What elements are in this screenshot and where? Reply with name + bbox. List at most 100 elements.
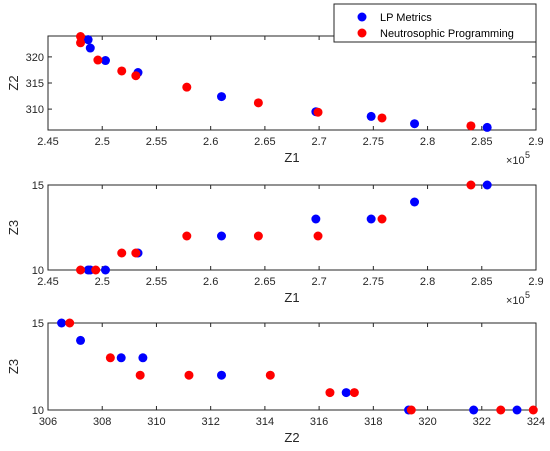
legend-label-lp-metrics: LP Metrics (380, 12, 432, 24)
x-tick-label: 2.45 (37, 276, 58, 288)
plot-area (47, 322, 537, 411)
data-point (76, 265, 86, 275)
x-tick-label: 2.7 (311, 136, 326, 148)
x-tick-label: 2.6 (203, 136, 218, 148)
x-exponent-label: ×10 (506, 295, 525, 307)
y-axis-label: Z2 (6, 75, 21, 90)
y-tick-label: 315 (26, 78, 44, 90)
plot-area (47, 35, 537, 131)
series-lp-metrics (57, 318, 522, 415)
x-tick-label: 310 (147, 416, 165, 428)
series-neutrosophic-programming (65, 318, 538, 415)
data-point (366, 214, 376, 224)
data-point (528, 405, 538, 415)
y-axis-label: Z3 (6, 220, 21, 235)
data-point (406, 405, 416, 415)
data-point (469, 405, 479, 415)
x-exponent-power: 5 (525, 150, 530, 160)
y-tick-label: 15 (32, 180, 44, 192)
data-point (182, 231, 192, 241)
data-point (482, 180, 492, 190)
series-neutrosophic-programming (76, 180, 476, 275)
data-point (313, 231, 323, 241)
y-tick-label: 10 (32, 265, 44, 277)
x-tick-label: 2.6 (203, 276, 218, 288)
chart-panel-3: 306 308 310 312 314 316 318 320 322 324 10 15 Z2 Z3 (6, 318, 545, 445)
x-tick-label: 2.55 (146, 276, 167, 288)
x-tick-label: 314 (256, 416, 274, 428)
data-point (91, 265, 101, 275)
data-point (76, 38, 86, 48)
x-tick-label: 306 (39, 416, 57, 428)
y-tick-label: 310 (26, 104, 44, 116)
y-tick-label: 10 (32, 405, 44, 417)
x-tick-label: 2.55 (146, 136, 167, 148)
x-tick-label: 2.75 (363, 136, 384, 148)
data-point (265, 370, 275, 380)
data-point (377, 214, 387, 224)
data-point (135, 370, 145, 380)
data-point (131, 71, 141, 81)
data-point (482, 122, 492, 132)
plot-area (47, 184, 537, 271)
data-point (76, 335, 86, 345)
data-point (100, 265, 110, 275)
data-point (65, 318, 75, 328)
x-tick-label: 2.9 (528, 276, 543, 288)
data-point (105, 353, 115, 363)
x-tick-label: 2.65 (254, 276, 275, 288)
y-tick-label: 15 (32, 318, 44, 330)
x-tick-label: 316 (310, 416, 328, 428)
x-tick-label: 2.85 (471, 276, 492, 288)
x-tick-label: 2.8 (420, 136, 435, 148)
data-point (311, 214, 321, 224)
data-point (117, 66, 127, 76)
data-point (253, 98, 263, 108)
data-point (217, 92, 227, 102)
x-tick-label: 320 (418, 416, 436, 428)
data-point (93, 55, 103, 65)
legend: LP Metrics Neutrosophic Programming (333, 3, 537, 43)
data-point (83, 35, 93, 45)
data-point (57, 318, 67, 328)
x-tick-label: 318 (364, 416, 382, 428)
x-tick-label: 2.8 (420, 276, 435, 288)
data-point (466, 180, 476, 190)
data-point (116, 353, 126, 363)
data-point (217, 370, 227, 380)
data-point (366, 111, 376, 121)
data-point (313, 107, 323, 117)
x-tick-label: 2.5 (95, 276, 110, 288)
legend-marker-lp-metrics (357, 12, 367, 22)
x-tick-label: 322 (473, 416, 491, 428)
data-point (182, 82, 192, 92)
data-point (512, 405, 522, 415)
x-tick-label: 2.5 (95, 136, 110, 148)
data-point (85, 43, 95, 53)
x-tick-label: 324 (527, 416, 545, 428)
x-axis-label: Z2 (284, 430, 299, 445)
data-point (100, 56, 110, 66)
data-point (138, 353, 148, 363)
data-point (349, 388, 359, 398)
x-tick-label: 2.85 (471, 136, 492, 148)
data-point (217, 231, 227, 241)
data-point (466, 121, 476, 131)
legend-box (333, 3, 537, 43)
data-point (253, 231, 263, 241)
legend-marker-neutrosophic (357, 28, 367, 38)
y-axis-label: Z3 (6, 359, 21, 374)
x-exponent-label: ×10 (506, 155, 525, 167)
chart-panel-2: 2.45 2.5 2.55 2.6 2.65 2.7 2.75 2.8 2.85 2.9 10 15 Z… (6, 180, 544, 307)
x-tick-label: 2.75 (363, 276, 384, 288)
x-tick-label: 308 (93, 416, 111, 428)
data-point (410, 197, 420, 207)
x-tick-label: 312 (201, 416, 219, 428)
data-point (410, 119, 420, 129)
x-tick-label: 2.7 (311, 276, 326, 288)
series-lp-metrics (83, 180, 492, 275)
data-point (325, 388, 335, 398)
data-point (496, 405, 506, 415)
x-exponent-power: 5 (525, 290, 530, 300)
